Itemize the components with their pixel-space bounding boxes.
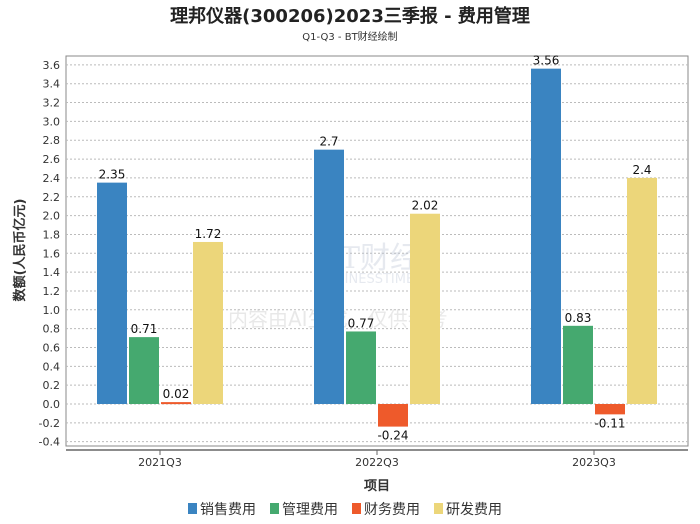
y-tick-label: -0.2 <box>39 417 60 430</box>
bar-3-1 <box>410 213 440 404</box>
bar-3-2 <box>627 177 657 404</box>
legend-item[interactable]: 管理费用 <box>282 502 338 518</box>
data-label: 3.56 <box>533 54 560 68</box>
data-label: 0.02 <box>163 387 190 401</box>
chart-title: 理邦仪器(300206)2023三季报 - 费用管理 <box>170 5 530 27</box>
bar-2-1 <box>378 404 408 427</box>
y-tick-label: 3.6 <box>43 59 61 72</box>
bar-3-0 <box>193 241 223 404</box>
data-label: 2.35 <box>99 168 126 182</box>
data-label: 2.7 <box>319 135 338 149</box>
legend-item[interactable]: 财务费用 <box>364 502 420 518</box>
y-tick-label: 1.0 <box>43 304 61 317</box>
data-label: 0.83 <box>565 311 592 325</box>
y-tick-label: 2.6 <box>43 153 61 166</box>
y-tick-label: 1.2 <box>43 285 61 298</box>
x-tick-label: 2021Q3 <box>138 456 182 469</box>
bar-0-1 <box>314 149 344 404</box>
legend-item[interactable]: 销售费用 <box>200 502 256 518</box>
y-tick-label: -0.4 <box>39 436 60 449</box>
legend-swatch <box>270 503 279 514</box>
y-tick-label: 3.4 <box>43 78 61 91</box>
data-label: 0.71 <box>131 322 158 336</box>
bar-2-2 <box>595 404 625 415</box>
legend-swatch <box>352 503 361 514</box>
data-label: -0.11 <box>594 416 625 430</box>
y-tick-label: 3.0 <box>43 115 61 128</box>
y-tick-label: 1.6 <box>43 247 61 260</box>
bar-0-0 <box>97 182 127 404</box>
y-tick-label: 2.4 <box>43 172 61 185</box>
y-tick-label: 2.8 <box>43 134 61 147</box>
x-axis-label: 项目 <box>364 479 390 494</box>
data-label: 2.4 <box>632 163 651 177</box>
legend-swatch <box>188 503 197 514</box>
bar-2-0 <box>161 402 191 405</box>
bar-1-2 <box>563 325 593 404</box>
chart-subtitle: Q1-Q3 - BT财经绘制 <box>302 30 397 43</box>
y-tick-label: 3.2 <box>43 97 61 110</box>
x-tick-label: 2023Q3 <box>572 456 616 469</box>
y-tick-label: 1.8 <box>43 228 61 241</box>
bar-1-1 <box>346 331 376 404</box>
y-tick-label: 0.8 <box>43 323 61 336</box>
y-tick-label: 0.0 <box>43 398 61 411</box>
y-tick-label: 0.6 <box>43 341 61 354</box>
y-axis-label: 数额(人民币亿元) <box>12 199 28 302</box>
bar-0-2 <box>531 68 561 404</box>
y-tick-label: 2.2 <box>43 191 61 204</box>
data-label: 0.77 <box>348 316 375 330</box>
y-tick-label: 2.0 <box>43 210 61 223</box>
watermark-brand-en: BUSINESSTIMES <box>318 272 422 287</box>
y-tick-label: 0.4 <box>43 360 61 373</box>
y-tick-label: 1.4 <box>43 266 61 279</box>
data-label: -0.24 <box>377 429 408 443</box>
legend-item[interactable]: 研发费用 <box>446 502 502 518</box>
data-label: 1.72 <box>195 227 222 241</box>
bar-1-0 <box>129 337 159 404</box>
x-tick-label: 2022Q3 <box>355 456 399 469</box>
data-label: 2.02 <box>412 199 439 213</box>
legend-swatch <box>434 503 443 514</box>
y-tick-label: 0.2 <box>43 379 61 392</box>
